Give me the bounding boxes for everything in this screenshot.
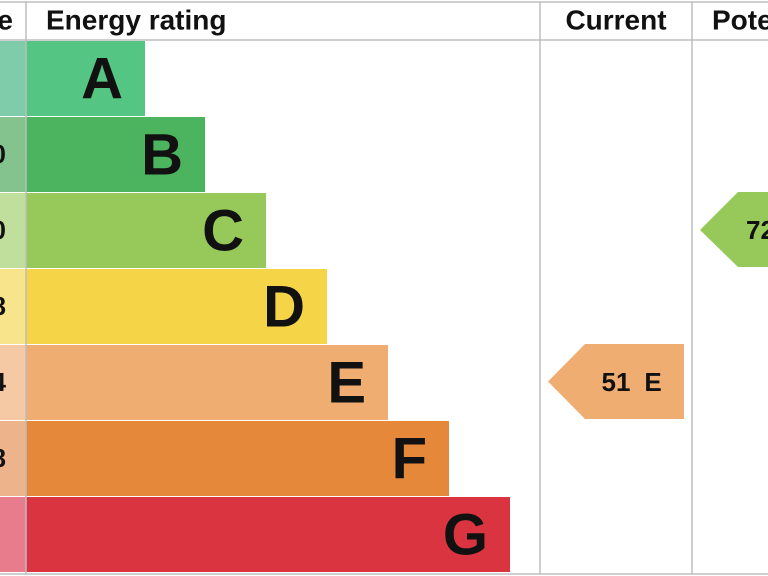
rating-band <box>26 421 449 496</box>
potential-header: Pote <box>712 4 768 35</box>
current-arrow <box>548 344 684 419</box>
rating-band <box>26 345 388 420</box>
band-score: 0 <box>0 139 6 169</box>
band-letter: E <box>327 351 366 416</box>
band-score: 8 <box>0 291 6 321</box>
band-letter: C <box>202 199 244 264</box>
current-band: E <box>644 367 661 397</box>
score-cell <box>0 269 26 344</box>
rating-band <box>26 117 205 192</box>
potential-arrow <box>700 192 768 267</box>
rating-band <box>26 193 266 268</box>
rating-band <box>26 41 145 116</box>
rating-band <box>26 269 327 344</box>
band-letter: A <box>81 47 123 112</box>
score-cell <box>0 193 26 268</box>
band-letter: D <box>263 275 305 340</box>
band-score: 8 <box>0 443 6 473</box>
band-letter: F <box>392 427 427 492</box>
rating-band <box>26 497 510 572</box>
current-value: 51 <box>602 367 631 397</box>
current-header: Current <box>565 4 666 35</box>
score-cell <box>0 117 26 192</box>
score-cell <box>0 41 26 116</box>
score-cell <box>0 345 26 420</box>
band-letter: G <box>443 503 488 568</box>
potential-value: 72 <box>746 215 768 245</box>
score-cell <box>0 421 26 496</box>
rating-header: Energy rating <box>46 4 226 35</box>
score-cell <box>0 497 26 572</box>
band-score: 4 <box>0 367 7 397</box>
band-score: 0 <box>0 215 6 245</box>
score-header: e <box>0 4 13 35</box>
band-letter: B <box>141 123 183 188</box>
